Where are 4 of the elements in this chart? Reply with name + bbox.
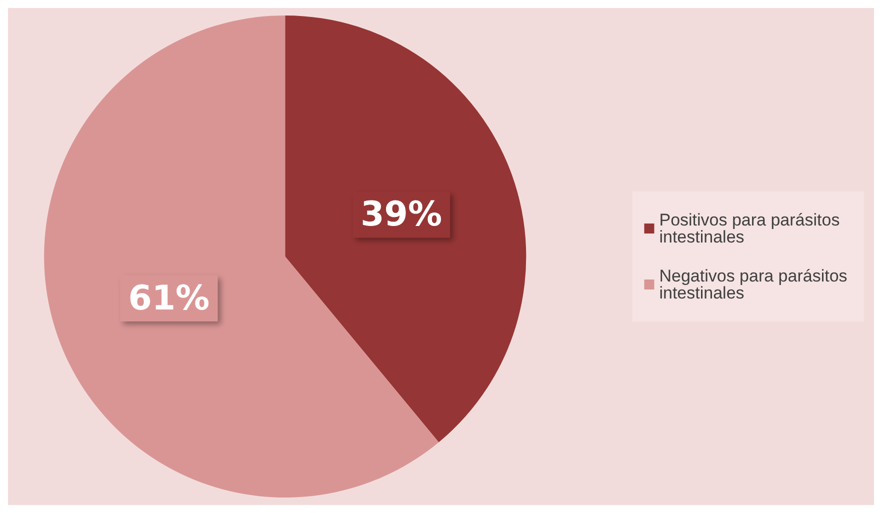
data-label: 39% [360, 194, 442, 235]
legend-label: Positivos para parásitos intestinales [659, 210, 844, 246]
data-label: 61% [128, 278, 210, 318]
legend-label: Negativos para parásitos intestinales [659, 266, 852, 302]
